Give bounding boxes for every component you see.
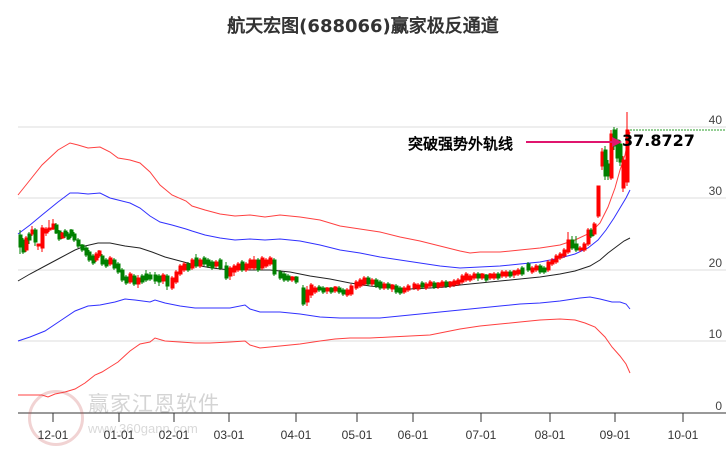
- annotation-arrow: [526, 137, 622, 147]
- y-tick-20: 20: [708, 256, 722, 270]
- x-tick-label: 05-01: [341, 428, 373, 442]
- x-tick-label: 07-01: [465, 428, 497, 442]
- lower-inner-band: [17, 296, 631, 342]
- upper-outer-band: [17, 131, 631, 254]
- y-tick-0: 0: [715, 399, 722, 413]
- y-tick-30: 30: [708, 184, 722, 198]
- x-tick-label: 10-01: [667, 428, 699, 442]
- x-tick-label: 06-01: [397, 428, 429, 442]
- lower-outer-band: [18, 318, 631, 398]
- annotation-price: 37.8727: [622, 131, 695, 150]
- watermark-logo-icon: [28, 390, 84, 446]
- chart-title: 航天宏图(688066)赢家极反通道: [227, 16, 499, 37]
- candlesticks: [18, 112, 630, 306]
- x-tick-label: 08-01: [534, 428, 566, 442]
- x-tick-label: 04-01: [280, 428, 312, 442]
- x-tick-label: 12-01: [37, 428, 69, 442]
- x-tick-label: 01-01: [103, 428, 135, 442]
- x-tick-label: 09-01: [599, 428, 631, 442]
- watermark-url: www.360gann.com: [88, 421, 198, 436]
- x-tick-label: 03-01: [213, 428, 245, 442]
- x-tick-label: 02-01: [158, 428, 190, 442]
- y-tick-40: 40: [708, 113, 722, 127]
- middle-line: [17, 237, 631, 290]
- annotation-label: 突破强势外轨线: [408, 135, 514, 153]
- watermark-text: 赢家江恩软件: [88, 392, 220, 416]
- upper-inner-band: [17, 189, 631, 269]
- x-axis: [18, 412, 726, 422]
- y-tick-10: 10: [708, 327, 722, 341]
